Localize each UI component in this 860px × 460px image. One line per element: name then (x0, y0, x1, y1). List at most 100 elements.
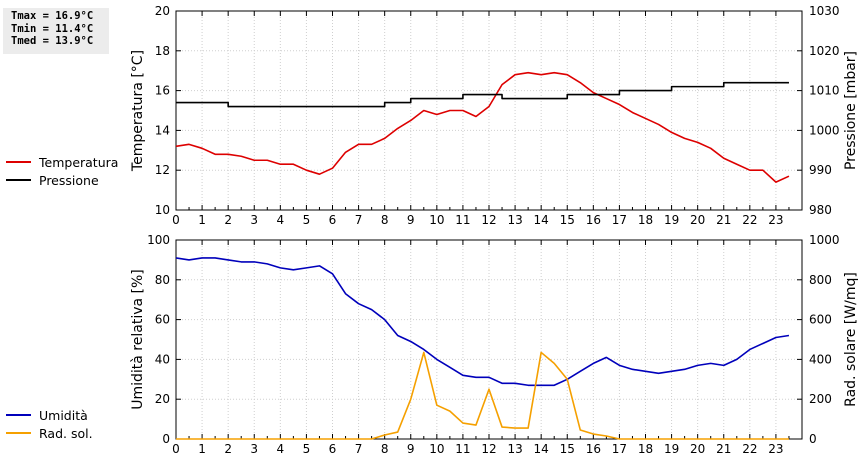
bottom-xtick-label: 15 (560, 442, 575, 456)
top-ytick-label: 18 (155, 44, 170, 58)
top-y2tick-label: 1020 (809, 44, 840, 58)
legend-label-temperatura: Temperatura (39, 154, 119, 170)
top-ytick-label: 12 (155, 163, 170, 177)
bottom-xtick-label: 13 (507, 442, 522, 456)
bottom-xtick-label: 2 (224, 442, 232, 456)
bottom-xtick-label: 23 (768, 442, 783, 456)
top-xtick-label: 22 (742, 213, 757, 227)
stat-tmax: Tmax = 16.9°C (11, 10, 94, 22)
top-y2tick-label: 1010 (809, 84, 840, 98)
bottom-xtick-label: 7 (355, 442, 363, 456)
bottom-ytick-label: 60 (155, 313, 170, 327)
top-xtick-label: 15 (560, 213, 575, 227)
top-xtick-label: 3 (250, 213, 258, 227)
bottom-y2tick-label: 1000 (809, 233, 840, 247)
legend-swatch-rad-sol (6, 432, 31, 434)
bottom-xtick-label: 12 (481, 442, 496, 456)
bottom-y2tick-label: 400 (809, 352, 832, 366)
bottom-ytick-label: 20 (155, 392, 170, 406)
bottom-ytick-label: 40 (155, 352, 170, 366)
top-xtick-label: 18 (638, 213, 653, 227)
legend-top: Temperatura Pressione (6, 153, 118, 189)
top-ytick-label: 14 (155, 123, 170, 137)
bottom-xtick-label: 21 (716, 442, 731, 456)
legend-swatch-pressione (6, 179, 31, 181)
bottom-y2tick-label: 0 (809, 432, 817, 446)
top-ytick-label: 20 (155, 4, 170, 18)
top-xtick-label: 16 (586, 213, 601, 227)
bottom-y2tick-label: 800 (809, 273, 832, 287)
top-xtick-label: 1 (198, 213, 206, 227)
top-xtick-label: 19 (664, 213, 679, 227)
bottom-xtick-label: 17 (612, 442, 627, 456)
top-y2tick-label: 980 (809, 203, 832, 217)
top-y2label: Pressione [mbar] (843, 51, 859, 170)
top-xtick-label: 5 (303, 213, 311, 227)
top-series-line-1 (176, 81, 789, 108)
bottom-xtick-label: 14 (534, 442, 549, 456)
bottom-xtick-label: 0 (172, 442, 180, 456)
top-xtick-label: 23 (768, 213, 783, 227)
bottom-xtick-label: 20 (690, 442, 705, 456)
bottom-xtick-label: 3 (250, 442, 258, 456)
bottom-xtick-label: 8 (381, 442, 389, 456)
top-xtick-label: 7 (355, 213, 363, 227)
top-series-line-0 (175, 71, 790, 183)
legend-item-umidita: Umidità (6, 406, 93, 424)
bottom-y2label: Rad. solare [W/mq] (843, 272, 859, 407)
bottom-xtick-label: 10 (429, 442, 444, 456)
top-xtick-label: 13 (507, 213, 522, 227)
bottom-y2tick-label: 200 (809, 392, 832, 406)
legend-item-rad-sol: Rad. sol. (6, 424, 93, 442)
bottom-xtick-label: 9 (407, 442, 415, 456)
top-xtick-label: 12 (481, 213, 496, 227)
top-ylabel: Temperatura [°C] (130, 50, 146, 172)
top-xtick-label: 17 (612, 213, 627, 227)
legend-item-temperatura: Temperatura (6, 153, 118, 171)
top-xtick-label: 6 (329, 213, 337, 227)
stat-tmin: Tmin = 11.4°C (11, 22, 94, 35)
bottom-xtick-label: 5 (303, 442, 311, 456)
stat-tmed: Tmed = 13.9°C (11, 35, 94, 47)
stats-box: Tmax = 16.9°C Tmin = 11.4°C Tmed = 13.9°… (3, 8, 109, 54)
top-ytick-label: 16 (155, 84, 170, 98)
top-xtick-label: 8 (381, 213, 389, 227)
bottom-plot-frame (175, 239, 803, 440)
top-xtick-label: 0 (172, 213, 180, 227)
bottom-xtick-label: 18 (638, 442, 653, 456)
bottom-ytick-label: 80 (155, 273, 170, 287)
legend-label-rad-sol: Rad. sol. (39, 425, 93, 441)
bottom-xtick-label: 11 (455, 442, 470, 456)
legend-bottom: Umidità Rad. sol. (6, 406, 93, 442)
bottom-xtick-label: 6 (329, 442, 337, 456)
top-xtick-label: 20 (690, 213, 705, 227)
bottom-xtick-label: 19 (664, 442, 679, 456)
top-y2tick-label: 1030 (809, 4, 840, 18)
top-y2tick-label: 990 (809, 163, 832, 177)
top-xtick-label: 21 (716, 213, 731, 227)
legend-swatch-temperatura (6, 161, 31, 163)
legend-swatch-umidita (6, 414, 31, 416)
top-xtick-label: 11 (455, 213, 470, 227)
bottom-ytick-label: 0 (162, 432, 170, 446)
top-xtick-label: 2 (224, 213, 232, 227)
top-xtick-label: 14 (534, 213, 549, 227)
top-xtick-label: 4 (277, 213, 285, 227)
top-xtick-label: 9 (407, 213, 415, 227)
bottom-ylabel: Umidità relativa [%] (130, 269, 146, 410)
top-ytick-label: 10 (155, 203, 170, 217)
legend-item-pressione: Pressione (6, 171, 118, 189)
bottom-xtick-label: 22 (742, 442, 757, 456)
bottom-ytick-label: 100 (147, 233, 170, 247)
bottom-y2tick-label: 600 (809, 313, 832, 327)
legend-label-pressione: Pressione (39, 172, 99, 188)
bottom-xtick-label: 1 (198, 442, 206, 456)
top-xtick-label: 10 (429, 213, 444, 227)
bottom-series-line-1 (176, 351, 789, 440)
bottom-xtick-label: 16 (586, 442, 601, 456)
top-plot-frame (175, 10, 803, 211)
bottom-xtick-label: 4 (277, 442, 285, 456)
legend-label-umidita: Umidità (39, 407, 88, 423)
top-y2tick-label: 1000 (809, 123, 840, 137)
